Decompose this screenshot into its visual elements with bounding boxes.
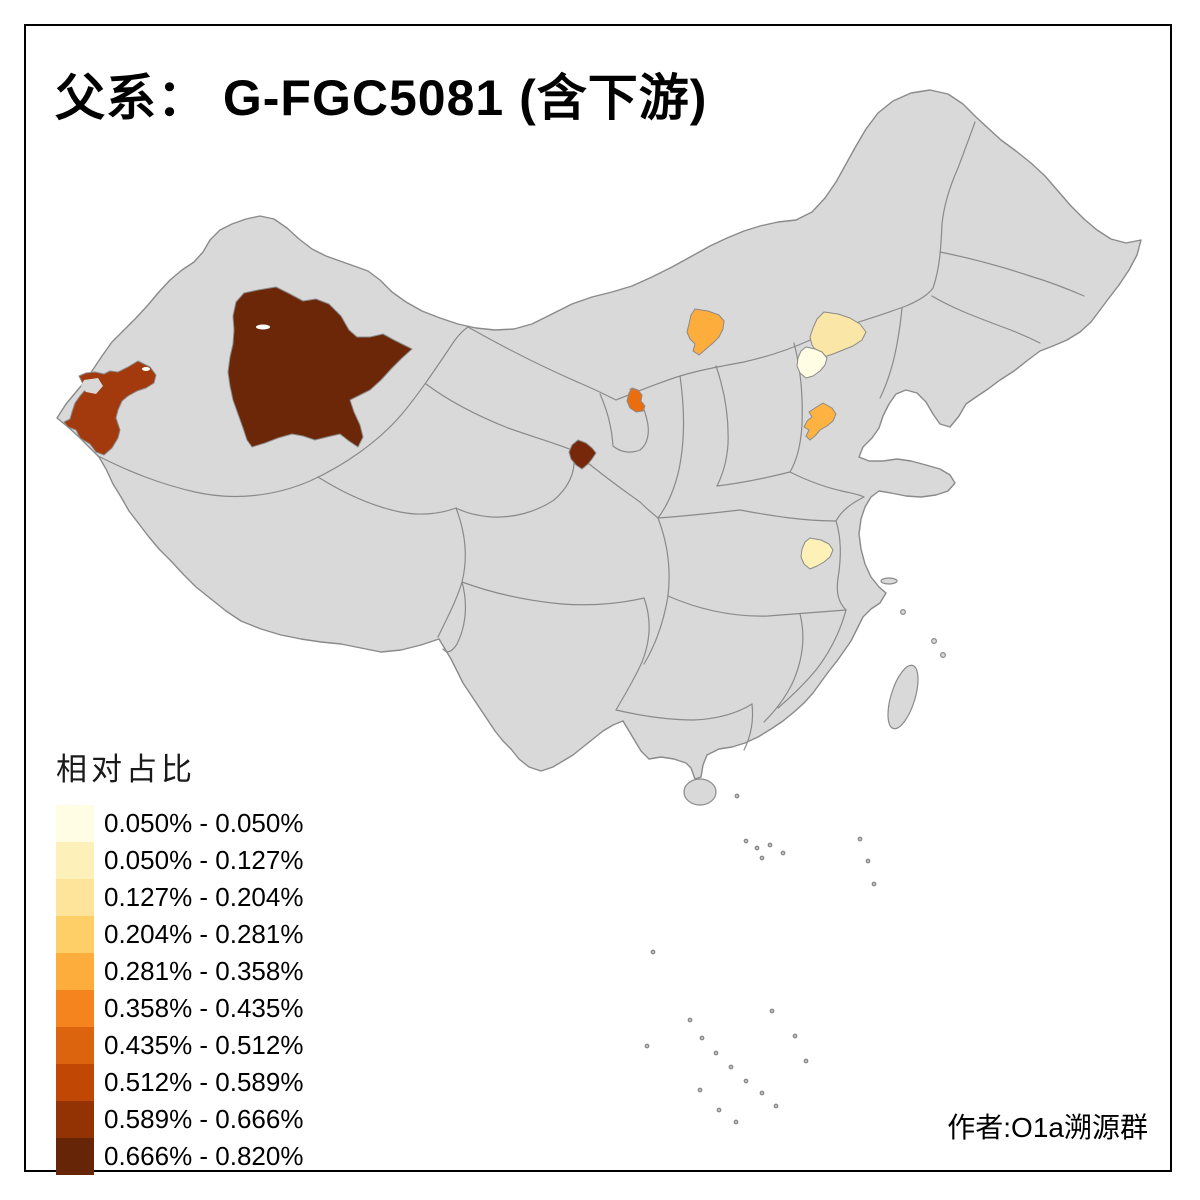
legend-row: 0.358% - 0.435% [56, 990, 303, 1027]
legend-row: 0.127% - 0.204% [56, 879, 303, 916]
region-lanzhou-gansu [568, 439, 597, 470]
kashgar-inner-notch [81, 378, 103, 394]
legend-swatch [56, 1064, 94, 1101]
legend-label: 0.666% - 0.820% [104, 1141, 304, 1171]
legend-row: 0.050% - 0.127% [56, 842, 303, 879]
kashgar-hole [142, 367, 150, 371]
legend-swatch [56, 842, 94, 879]
legend-swatch [56, 953, 94, 990]
legend-swatch [56, 1101, 94, 1138]
legend-title: 相对占比 [56, 752, 196, 787]
legend-label: 0.281% - 0.358% [104, 956, 304, 986]
highlighted-regions [63, 286, 867, 570]
legend-label: 0.204% - 0.281% [104, 919, 304, 949]
region-beijing [796, 346, 828, 379]
legend-label: 0.127% - 0.204% [104, 882, 304, 912]
region-hefei-anhui [800, 537, 834, 570]
legend-row: 0.666% - 0.820% [56, 1138, 303, 1175]
legend-swatch [56, 916, 94, 953]
hainan-island [683, 778, 717, 806]
legend-row: 0.050% - 0.050% [56, 805, 303, 842]
legend-swatch [56, 879, 94, 916]
legend-swatch [56, 1138, 94, 1175]
china-landmass [56, 89, 1142, 780]
attribution: 作者:O1a溯源群 [947, 1112, 1148, 1143]
bayingolin-lake-hole [256, 324, 270, 330]
legend-label: 0.512% - 0.589% [104, 1067, 304, 1097]
region-baotou-inner-mongolia [686, 308, 725, 356]
islands [683, 577, 946, 806]
map-title: 父系： G-FGC5081 (含下游) [55, 70, 708, 126]
legend: 相对占比 0.050% - 0.050% 0.050% - 0.127% 0.1… [56, 744, 303, 1175]
legend-row: 0.512% - 0.589% [56, 1064, 303, 1101]
legend-swatch [56, 805, 94, 842]
legend-row: 0.589% - 0.666% [56, 1101, 303, 1138]
region-chengde-hebei [809, 311, 867, 358]
legend-swatch [56, 1027, 94, 1064]
legend-row: 0.204% - 0.281% [56, 916, 303, 953]
legend-row: 0.281% - 0.358% [56, 953, 303, 990]
taiwan-island [887, 664, 919, 730]
region-yinchuan-ningxia [626, 387, 646, 413]
region-shijiazhuang-hebei [803, 402, 837, 441]
legend-label: 0.358% - 0.435% [104, 993, 304, 1023]
south-china-sea-islands [644, 793, 877, 1125]
legend-label: 0.050% - 0.127% [104, 845, 304, 875]
region-bayingolin-xinjiang [227, 286, 413, 448]
legend-swatch [56, 990, 94, 1027]
legend-label: 0.435% - 0.512% [104, 1030, 304, 1060]
chongming-island [880, 577, 898, 585]
legend-label: 0.589% - 0.666% [104, 1104, 304, 1134]
legend-label: 0.050% - 0.050% [104, 808, 304, 838]
legend-row: 0.435% - 0.512% [56, 1027, 303, 1064]
